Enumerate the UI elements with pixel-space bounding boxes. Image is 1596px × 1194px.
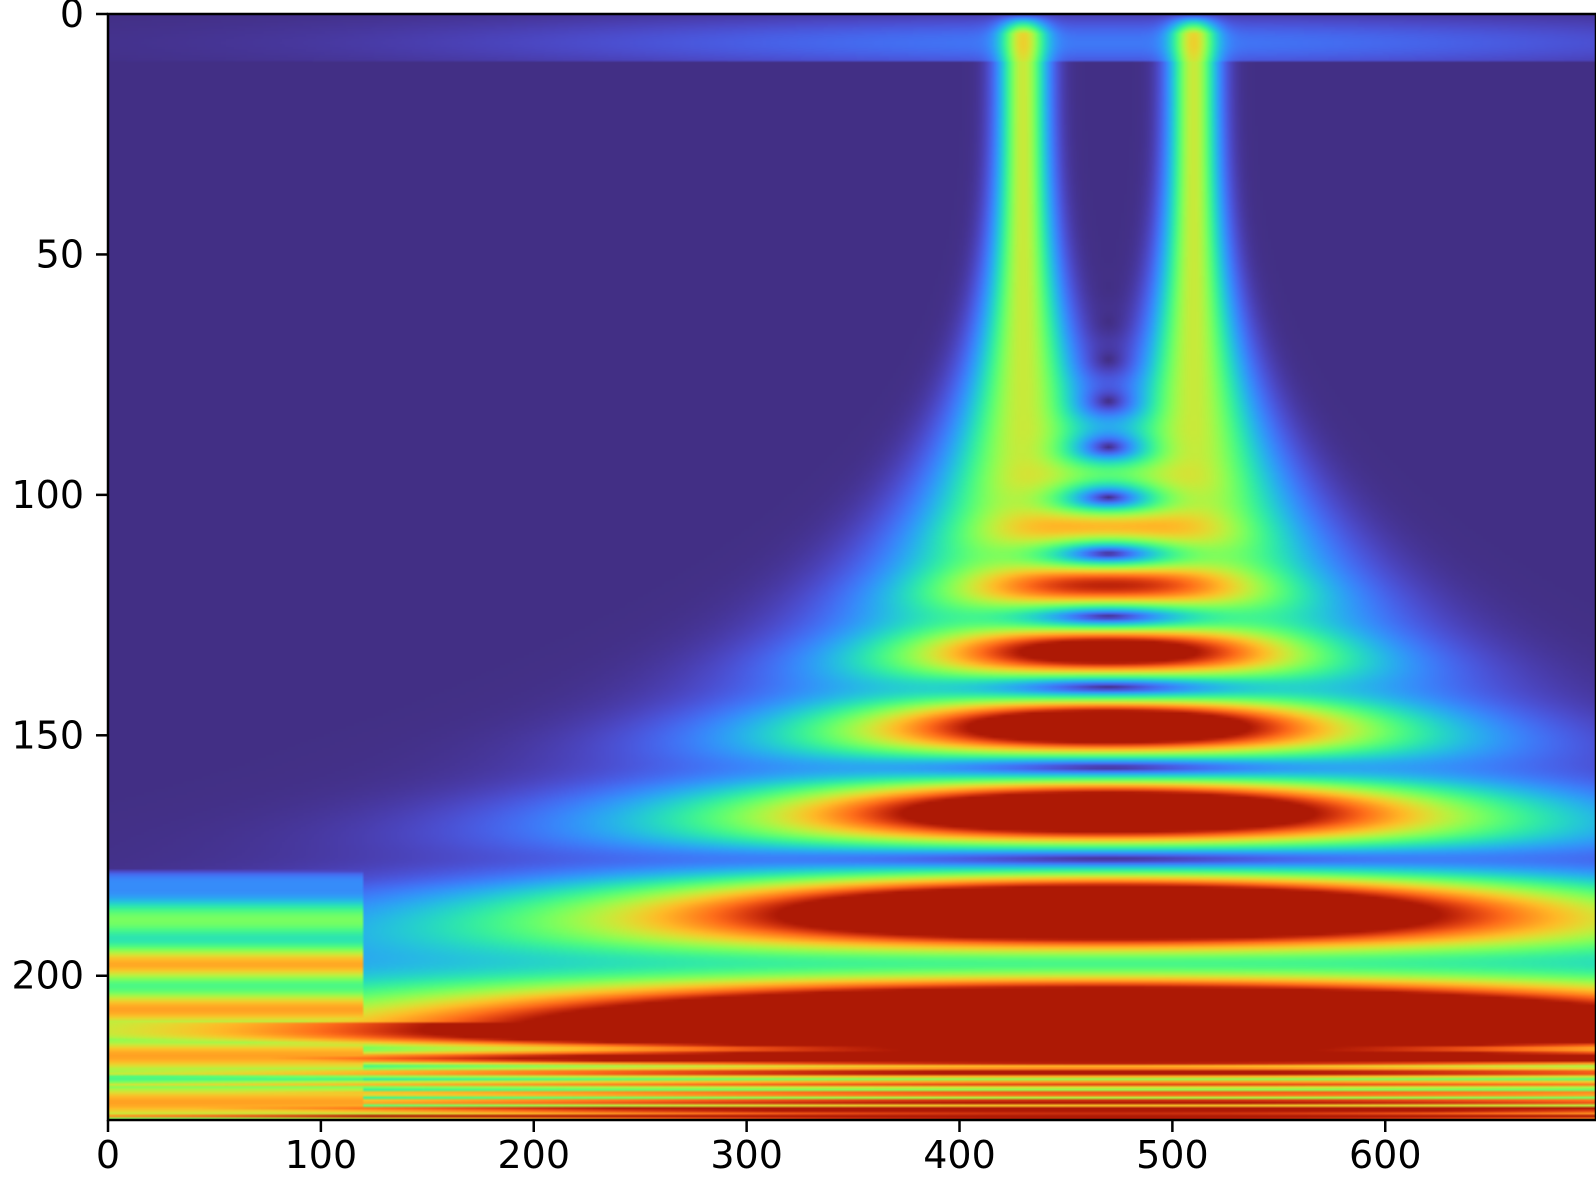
- y-tick-label: 200: [11, 954, 84, 998]
- plot-frame: [106, 12, 1596, 1122]
- y-axis: 0 50 100 150 200: [11, 0, 108, 998]
- y-tick-label: 0: [60, 0, 84, 36]
- plot-area: [106, 12, 1596, 1122]
- x-tick-label: 400: [923, 1133, 996, 1177]
- x-tick-label: 100: [285, 1133, 358, 1177]
- x-tick-label: 500: [1136, 1133, 1209, 1177]
- x-tick-label: 600: [1349, 1133, 1422, 1177]
- x-tick-label: 0: [96, 1133, 120, 1177]
- y-tick-label: 50: [36, 232, 84, 276]
- y-tick-label: 150: [11, 713, 84, 757]
- x-axis: 0 100 200 300 400 500 600: [96, 1120, 1422, 1177]
- heatmap-image: [108, 14, 1596, 1120]
- x-tick-label: 200: [497, 1133, 570, 1177]
- y-tick-label: 100: [11, 473, 84, 517]
- x-tick-label: 300: [710, 1133, 783, 1177]
